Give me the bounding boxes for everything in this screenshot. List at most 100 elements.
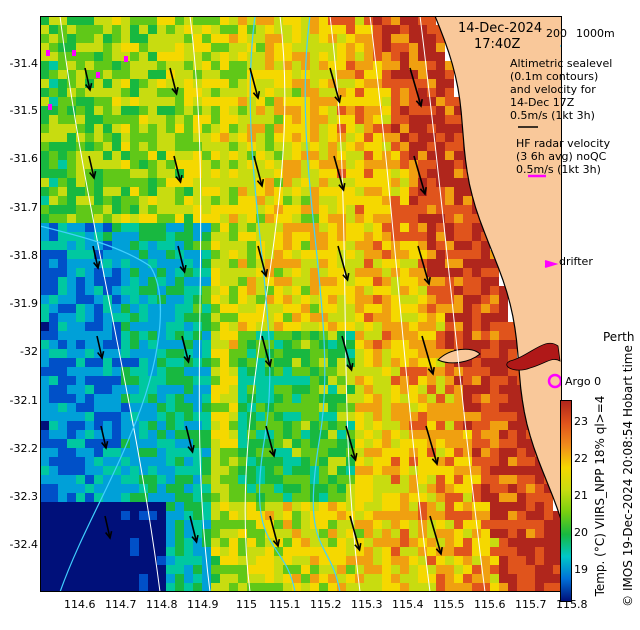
sst-pixel	[175, 187, 184, 196]
sst-pixel	[85, 484, 94, 493]
sst-pixel	[544, 583, 553, 592]
sst-pixel	[256, 304, 265, 313]
sst-pixel	[274, 214, 283, 223]
hf-radar-legend-line: (3 6h avg) noQC	[516, 150, 607, 163]
sst-pixel	[463, 250, 472, 259]
sst-pixel	[445, 160, 454, 169]
sst-pixel	[391, 196, 400, 205]
sst-pixel	[121, 115, 130, 124]
sst-pixel	[292, 475, 301, 484]
sst-pixel	[346, 124, 355, 133]
sst-pixel	[157, 286, 166, 295]
sst-pixel	[211, 430, 220, 439]
sst-pixel	[49, 97, 58, 106]
sst-pixel	[490, 412, 499, 421]
sst-pixel	[76, 70, 85, 79]
sst-pixel	[328, 250, 337, 259]
sst-pixel	[472, 385, 481, 394]
sst-pixel	[337, 394, 346, 403]
sst-pixel	[193, 385, 202, 394]
sst-pixel	[427, 520, 436, 529]
sst-pixel	[310, 43, 319, 52]
sst-pixel	[166, 277, 175, 286]
sst-pixel	[193, 484, 202, 493]
sst-pixel	[346, 97, 355, 106]
sst-pixel	[193, 574, 202, 583]
sst-pixel	[49, 457, 58, 466]
sst-pixel	[499, 304, 508, 313]
sst-pixel	[247, 286, 256, 295]
velocity-arrow	[189, 515, 198, 543]
sst-pixel	[346, 340, 355, 349]
sst-pixel	[76, 304, 85, 313]
sst-pixel	[526, 502, 535, 511]
sst-pixel	[202, 25, 211, 34]
sst-pixel	[49, 25, 58, 34]
sst-pixel	[319, 250, 328, 259]
sst-pixel	[490, 286, 499, 295]
sst-pixel	[328, 502, 337, 511]
sst-pixel	[94, 511, 103, 520]
sst-pixel	[337, 574, 346, 583]
sst-pixel	[445, 574, 454, 583]
sst-pixel	[508, 457, 517, 466]
sst-pixel	[202, 187, 211, 196]
sst-pixel	[373, 178, 382, 187]
sst-pixel	[67, 430, 76, 439]
sst-pixel	[139, 160, 148, 169]
sst-pixel	[166, 115, 175, 124]
sst-pixel	[310, 70, 319, 79]
sst-pixel	[166, 142, 175, 151]
sst-pixel	[463, 403, 472, 412]
sst-pixel	[211, 394, 220, 403]
sst-pixel	[157, 430, 166, 439]
sst-pixel	[265, 250, 274, 259]
sst-pixel	[427, 151, 436, 160]
sst-pixel	[256, 286, 265, 295]
velocity-arrow	[104, 515, 111, 539]
sst-pixel	[85, 574, 94, 583]
sst-pixel	[94, 322, 103, 331]
sst-pixel	[418, 115, 427, 124]
sst-pixel	[445, 367, 454, 376]
sst-pixel	[274, 448, 283, 457]
sst-pixel	[283, 385, 292, 394]
sst-pixel	[274, 151, 283, 160]
sst-pixel	[328, 376, 337, 385]
sst-pixel	[481, 385, 490, 394]
sst-pixel	[283, 97, 292, 106]
sst-pixel	[94, 583, 103, 592]
sst-pixel	[211, 205, 220, 214]
sst-pixel	[256, 52, 265, 61]
sst-pixel	[445, 259, 454, 268]
sst-pixel	[382, 286, 391, 295]
sst-pixel	[454, 241, 463, 250]
sst-pixel	[85, 124, 94, 133]
sst-pixel	[130, 466, 139, 475]
sst-pixel	[85, 322, 94, 331]
sst-pixel	[391, 187, 400, 196]
sst-pixel	[67, 421, 76, 430]
velocity-arrow-head	[354, 542, 362, 552]
sst-pixel	[400, 430, 409, 439]
sst-pixel	[220, 520, 229, 529]
sst-pixel	[445, 97, 454, 106]
sst-pixel	[112, 403, 121, 412]
sst-pixel	[76, 160, 85, 169]
sst-pixel	[454, 187, 463, 196]
sst-pixel	[256, 529, 265, 538]
sst-pixel	[346, 151, 355, 160]
sst-pixel	[157, 250, 166, 259]
sst-pixel	[202, 97, 211, 106]
sst-pixel	[148, 241, 157, 250]
sst-pixel	[103, 169, 112, 178]
sst-map[interactable]	[40, 16, 562, 592]
sst-pixel	[49, 151, 58, 160]
sst-pixel	[121, 223, 130, 232]
sst-pixel	[463, 268, 472, 277]
sst-pixel	[328, 52, 337, 61]
sst-pixel	[202, 142, 211, 151]
sst-pixel	[427, 61, 436, 70]
sst-pixel	[337, 34, 346, 43]
sst-pixel	[94, 538, 103, 547]
